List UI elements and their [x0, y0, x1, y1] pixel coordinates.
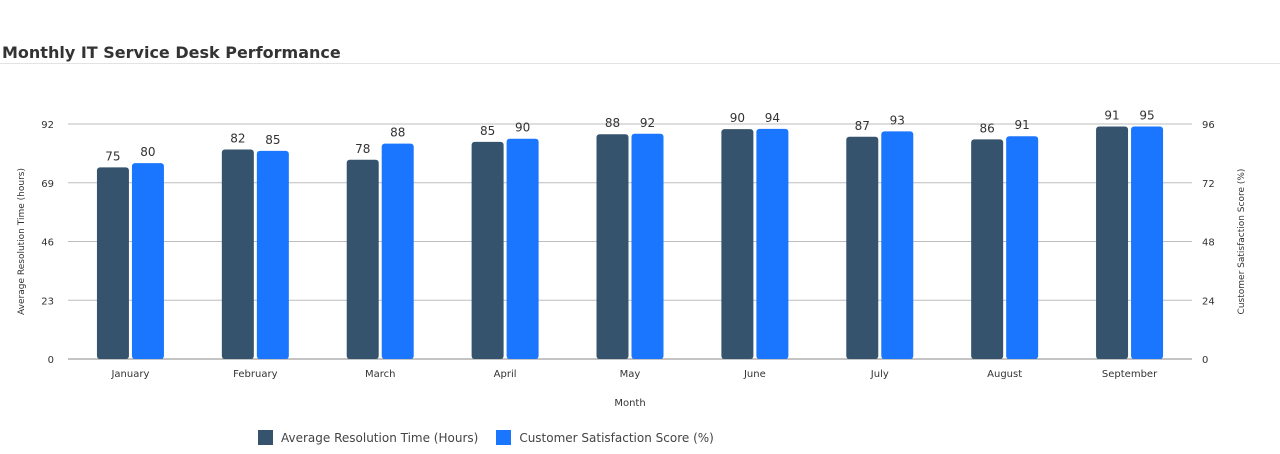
data-label: 82 — [230, 132, 245, 146]
y2-tick-label: 96 — [1202, 120, 1215, 131]
bar — [721, 129, 754, 359]
bar — [96, 167, 129, 359]
legend: Average Resolution Time (Hours) Customer… — [258, 430, 714, 445]
x-tick-label: January — [110, 369, 149, 380]
data-label: 85 — [480, 124, 495, 138]
data-label: 91 — [1104, 109, 1119, 123]
data-label: 91 — [1015, 118, 1030, 132]
y-tick-label: 23 — [41, 296, 54, 307]
legend-item-satisfaction-score[interactable]: Customer Satisfaction Score (%) — [496, 430, 714, 445]
y2-tick-label: 0 — [1202, 355, 1208, 366]
data-label: 78 — [355, 142, 370, 156]
bar — [346, 159, 379, 359]
data-label: 88 — [390, 126, 405, 140]
data-label: 92 — [640, 116, 655, 130]
data-label: 93 — [890, 113, 905, 127]
data-label: 85 — [265, 133, 280, 147]
y-axis-title: Average Resolution Time (hours) — [17, 168, 27, 315]
bar — [471, 141, 504, 359]
data-label: 86 — [980, 121, 995, 135]
bar — [631, 133, 664, 359]
bar — [971, 139, 1004, 359]
x-tick-label: April — [494, 369, 517, 380]
bar — [756, 128, 789, 359]
bar — [506, 138, 539, 359]
bar — [1131, 126, 1164, 360]
y2-tick-label: 72 — [1202, 179, 1215, 190]
data-label: 95 — [1139, 108, 1154, 122]
x-axis-title: Month — [614, 398, 645, 409]
data-label: 80 — [140, 145, 155, 159]
y2-axis-title: Customer Satisfaction Score (%) — [1237, 169, 1247, 315]
bar-chart: 0 23 46 69 92 0 24 48 72 96 75 80 January 82 85 Februar… — [17, 108, 1247, 409]
title-divider — [0, 63, 1280, 64]
bar — [256, 150, 289, 359]
legend-label-resolution-time: Average Resolution Time (Hours) — [281, 430, 479, 445]
data-label: 94 — [765, 111, 780, 125]
x-tick-label: July — [870, 369, 889, 380]
bar — [846, 136, 879, 359]
bar — [131, 163, 164, 359]
x-tick-label: June — [743, 369, 766, 380]
x-tick-label: March — [365, 369, 395, 380]
legend-label-satisfaction-score: Customer Satisfaction Score (%) — [519, 430, 714, 445]
bar — [381, 143, 414, 359]
y-tick-label: 69 — [41, 179, 54, 190]
bar — [596, 134, 629, 359]
x-tick-label: September — [1102, 369, 1158, 380]
data-label: 90 — [515, 121, 530, 135]
y-tick-label: 92 — [41, 120, 54, 131]
legend-swatch-resolution-time — [258, 430, 273, 445]
bar — [221, 149, 254, 359]
bar — [1096, 126, 1129, 359]
data-label: 88 — [605, 116, 620, 130]
legend-item-resolution-time[interactable]: Average Resolution Time (Hours) — [258, 430, 478, 445]
data-label: 90 — [730, 111, 745, 125]
bar — [1006, 136, 1039, 359]
data-label: 87 — [855, 119, 870, 133]
y-tick-label: 46 — [41, 238, 54, 249]
y2-tick-label: 24 — [1202, 296, 1215, 307]
legend-swatch-satisfaction-score — [496, 430, 512, 445]
x-tick-label: August — [987, 369, 1022, 380]
data-label: 75 — [105, 149, 120, 163]
x-tick-label: May — [620, 369, 641, 380]
y2-tick-label: 48 — [1202, 238, 1215, 249]
x-tick-label: February — [233, 369, 277, 380]
y-tick-label: 0 — [48, 355, 54, 366]
bar — [881, 131, 914, 359]
chart-title: Monthly IT Service Desk Performance — [2, 43, 341, 62]
